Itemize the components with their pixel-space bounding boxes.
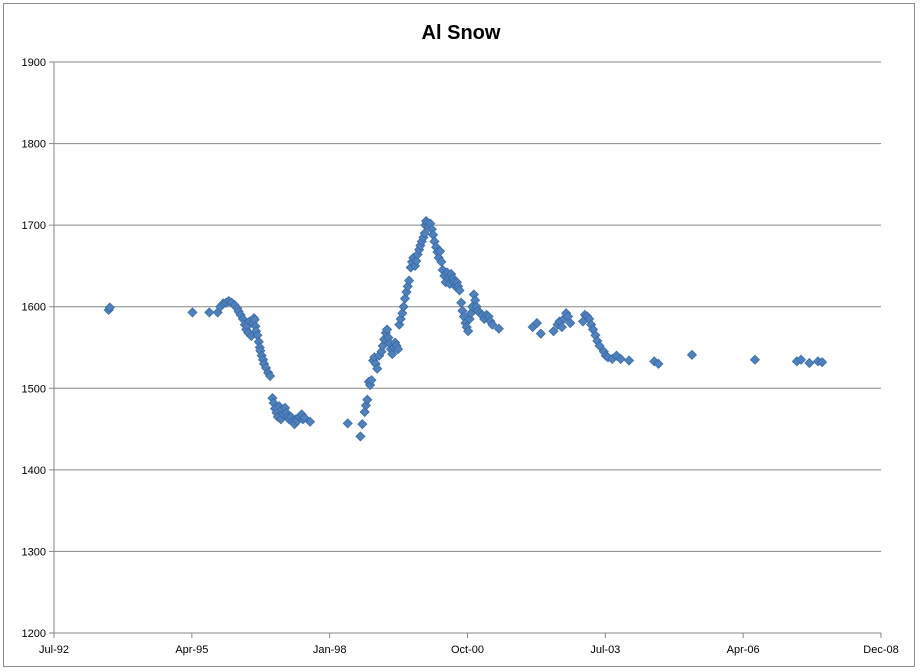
data-point: [487, 319, 498, 330]
data-point: [299, 412, 310, 423]
data-point: [556, 322, 567, 333]
axes: [49, 61, 882, 638]
x-axis-tick-labels: Jul-92 Apr-95 Jan-98 Oct-00 Jul-03 Apr-06 Dec-…: [39, 644, 899, 656]
data-point: [435, 246, 446, 257]
chart-svg: Al Snow 1200 1300 1400 1500 1600 1700 1800 1900…: [22, 22, 899, 656]
data-point: [357, 419, 368, 430]
data-point: [493, 323, 504, 334]
data-point: [623, 355, 635, 366]
data-point: [548, 326, 559, 337]
data-point: [362, 394, 373, 405]
data-point: [342, 418, 353, 429]
y-axis-tick-labels: 1200 1300 1400 1500 1600 1700 1800 1900: [22, 57, 46, 640]
data-point: [398, 301, 409, 312]
x-tick-label: Oct-00: [451, 644, 484, 656]
data-point: [359, 406, 370, 418]
y-tick-label: 1200: [22, 628, 46, 640]
data-point: [653, 358, 664, 369]
y-tick-label: 1800: [22, 139, 46, 151]
y-tick-label: 1300: [22, 546, 46, 558]
x-tick-label: Jul-03: [590, 644, 620, 656]
data-point: [372, 363, 383, 374]
data-point: [817, 357, 828, 368]
y-tick-label: 1900: [22, 57, 46, 69]
data-point: [465, 308, 476, 319]
data-point: [366, 375, 377, 386]
data-point: [463, 326, 474, 337]
chart-title: Al Snow: [422, 22, 501, 44]
data-point: [187, 307, 198, 318]
data-point: [686, 349, 698, 360]
data-point: [531, 317, 542, 329]
gridlines: [54, 61, 881, 552]
y-tick-label: 1700: [22, 220, 46, 232]
data-point: [594, 340, 605, 351]
y-tick-label: 1500: [22, 383, 46, 395]
data-point: [397, 308, 408, 319]
data-point: [355, 431, 366, 442]
x-tick-label: Jul-92: [39, 644, 69, 656]
data-point: [795, 354, 807, 365]
data-point: [265, 370, 276, 382]
x-tick-label: Jan-98: [313, 644, 347, 656]
y-tick-label: 1400: [22, 465, 46, 477]
data-point: [411, 255, 422, 267]
data-point: [749, 354, 761, 365]
data-points: [103, 215, 828, 442]
data-point: [565, 317, 576, 329]
y-tick-label: 1600: [22, 302, 46, 314]
data-point: [456, 297, 467, 308]
data-point: [615, 353, 626, 364]
data-point: [404, 275, 415, 286]
x-tick-label: Dec-08: [863, 644, 898, 656]
x-tick-label: Apr-06: [727, 644, 760, 656]
data-point: [535, 328, 546, 339]
data-point: [454, 285, 465, 296]
data-point: [393, 344, 404, 355]
data-point: [419, 228, 430, 239]
chart-area: Al Snow 1200 1300 1400 1500 1600 1700 1800 1900…: [3, 3, 915, 667]
x-tick-label: Apr-95: [175, 644, 208, 656]
data-point: [104, 302, 115, 313]
data-point: [804, 357, 815, 369]
data-point: [204, 307, 215, 318]
data-point: [305, 416, 316, 427]
